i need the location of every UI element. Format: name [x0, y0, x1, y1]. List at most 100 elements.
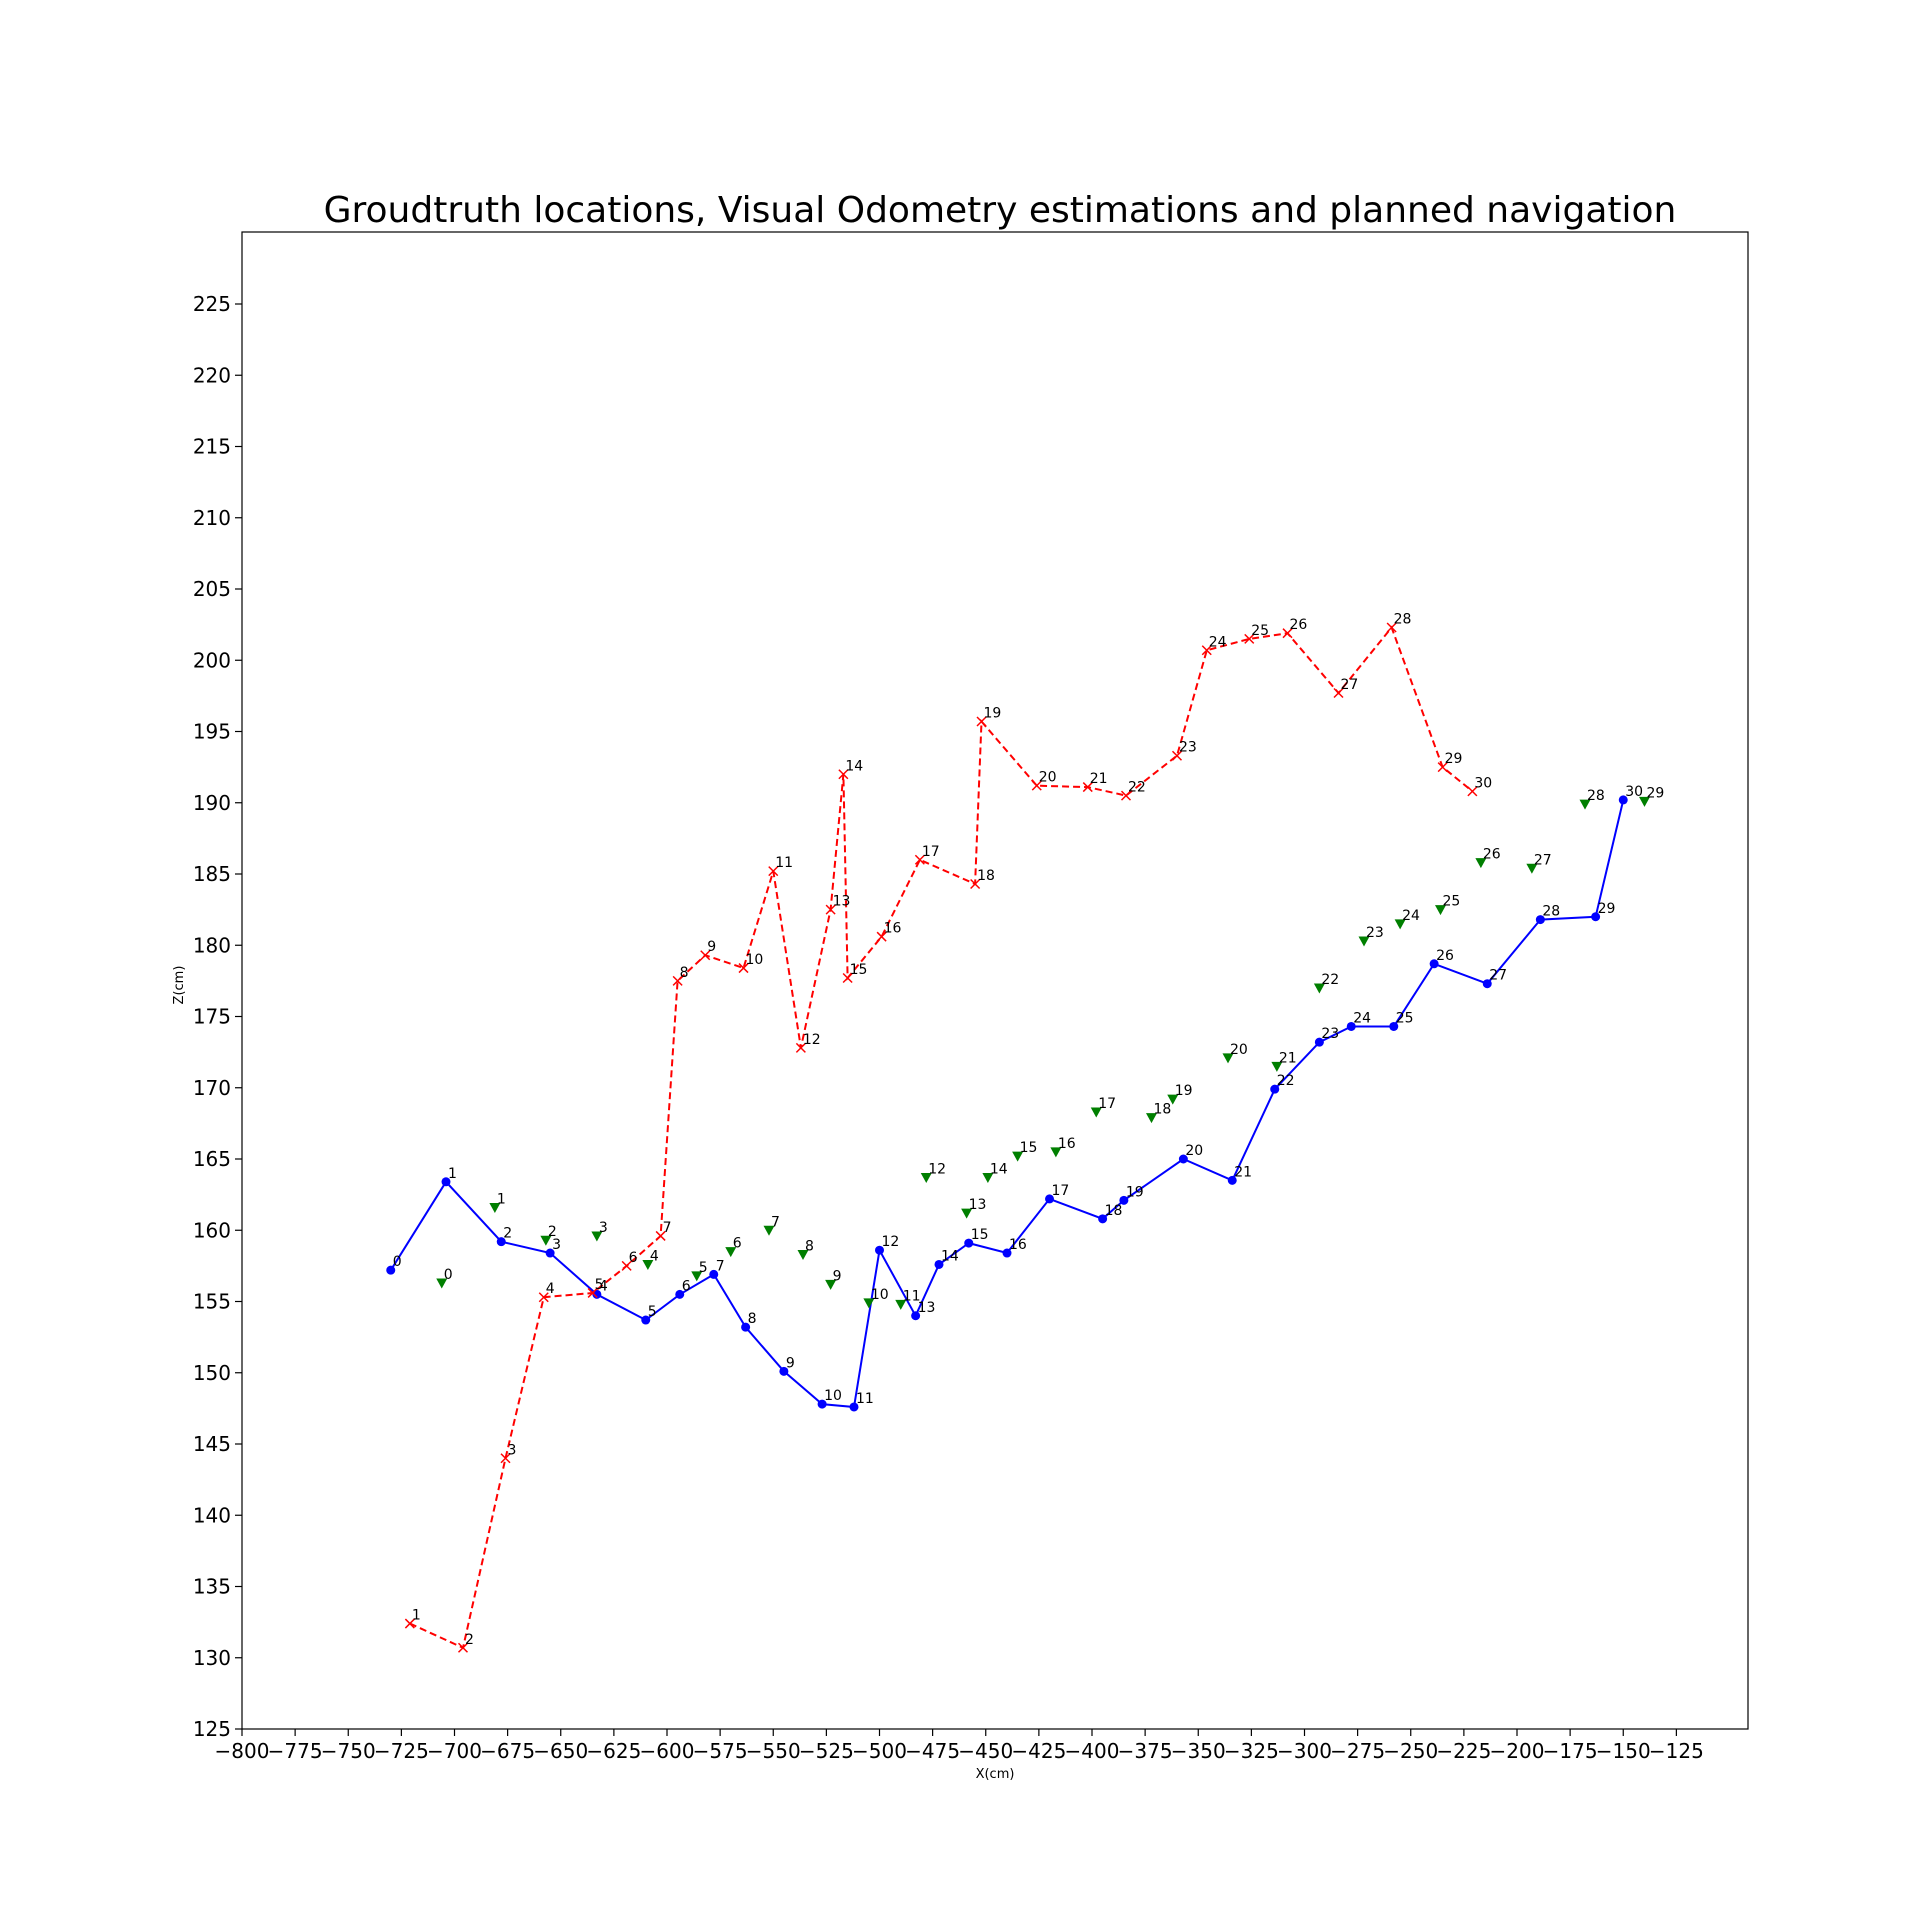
point-label: 22	[1128, 780, 1146, 796]
x-tick-label: −400	[1065, 1739, 1120, 1763]
x-axis: −800−775−750−725−700−675−650−625−600−575…	[215, 1729, 1704, 1763]
x-tick-label: −225	[1436, 1739, 1491, 1763]
data-point	[1222, 1053, 1234, 1064]
point-label: 4	[546, 1281, 555, 1297]
point-label: 13	[918, 1300, 936, 1316]
series-line	[389, 799, 1625, 1409]
data-point	[914, 854, 925, 865]
y-tick-label: 210	[193, 506, 231, 530]
point-label: 23	[1366, 925, 1384, 941]
data-point	[489, 1202, 501, 1213]
data-point	[1171, 750, 1183, 761]
data-point	[934, 1259, 944, 1269]
point-label: 30	[1474, 775, 1492, 791]
point-label: 6	[629, 1250, 638, 1266]
data-point	[1012, 1151, 1024, 1162]
x-tick-label: −250	[1383, 1739, 1438, 1763]
y-tick-label: 150	[193, 1361, 231, 1385]
x-tick-label: −575	[693, 1739, 748, 1763]
point-label: 9	[786, 1355, 795, 1371]
data-point	[621, 1260, 632, 1271]
data-point	[1467, 786, 1478, 797]
data-point	[842, 972, 853, 984]
point-label: 9	[707, 939, 716, 955]
point-label: 23	[1321, 1026, 1339, 1042]
y-axis: 125 130 135 140 145 150 155 160 165 170 175 180 185 1…	[193, 292, 242, 1741]
data-point	[436, 1278, 448, 1289]
data-point	[1435, 905, 1446, 916]
data-point	[795, 1042, 806, 1053]
data-point	[441, 1177, 451, 1187]
data-point	[1201, 645, 1212, 656]
data-point	[1618, 795, 1628, 805]
data-point	[592, 1289, 602, 1299]
x-tick-label: −750	[321, 1739, 376, 1763]
data-point	[1045, 1194, 1054, 1204]
data-point	[386, 1265, 396, 1275]
x-tick-label: −700	[427, 1739, 482, 1763]
point-label: 29	[1445, 751, 1463, 767]
point-label: 21	[1090, 771, 1108, 787]
point-label: 25	[1443, 894, 1461, 910]
y-tick-label: 205	[193, 577, 231, 601]
data-point	[540, 1235, 552, 1246]
y-tick-label: 145	[193, 1432, 231, 1456]
point-label: 27	[1341, 677, 1359, 693]
x-tick-label: −200	[1490, 1739, 1545, 1763]
point-label: 29	[1598, 901, 1616, 917]
y-tick-label: 220	[193, 363, 231, 387]
point-label: 28	[1587, 788, 1605, 804]
data-point	[1282, 628, 1293, 639]
point-label: 9	[833, 1268, 842, 1284]
y-tick-label: 155	[193, 1290, 231, 1314]
data-point	[1227, 1175, 1237, 1185]
point-label: 14	[990, 1162, 1008, 1178]
point-label: 25	[1396, 1010, 1414, 1026]
point-label: 15	[850, 962, 868, 978]
point-label: 28	[1542, 904, 1560, 920]
point-label: 13	[833, 894, 851, 910]
point-label: 8	[748, 1311, 757, 1327]
data-point	[1120, 790, 1132, 801]
data-point	[817, 1399, 827, 1409]
data-point	[982, 1173, 994, 1184]
x-tick-label: −150	[1596, 1739, 1651, 1763]
data-point	[591, 1231, 603, 1242]
point-label: 24	[1402, 908, 1420, 924]
data-point	[741, 1322, 751, 1332]
data-point	[1437, 762, 1448, 773]
point-label: 27	[1534, 852, 1552, 868]
data-point	[587, 1287, 598, 1298]
y-axis-label: Z(cm)	[172, 966, 187, 1005]
point-label: 30	[1625, 784, 1643, 800]
y-tick-label: 195	[193, 720, 231, 744]
point-label: 2	[465, 1632, 474, 1648]
data-point	[1098, 1214, 1108, 1224]
y-tick-label: 180	[193, 933, 231, 957]
point-label: 7	[771, 1214, 780, 1230]
point-label: 16	[1058, 1136, 1076, 1152]
point-label: 5	[595, 1277, 604, 1293]
point-label: 15	[1020, 1140, 1038, 1156]
point-label: 10	[871, 1287, 889, 1303]
point-label: 26	[1436, 948, 1454, 964]
point-label: 17	[922, 844, 940, 860]
data-point	[1579, 799, 1591, 810]
data-point	[641, 1315, 651, 1325]
point-label: 18	[1105, 1203, 1123, 1219]
data-point	[976, 716, 987, 727]
point-label: 10	[746, 952, 764, 968]
data-point	[1090, 1107, 1102, 1118]
data-point	[1271, 1061, 1283, 1072]
data-point	[1475, 858, 1487, 869]
point-label: 10	[824, 1388, 842, 1404]
point-label: 1	[448, 1166, 457, 1182]
point-label: 17	[1098, 1096, 1116, 1112]
data-point	[1270, 1084, 1280, 1094]
data-point	[1082, 782, 1093, 793]
point-label: 12	[928, 1162, 946, 1178]
series-line	[409, 625, 1474, 1650]
point-label: 17	[1052, 1183, 1070, 1199]
point-label: 20	[1185, 1143, 1203, 1159]
